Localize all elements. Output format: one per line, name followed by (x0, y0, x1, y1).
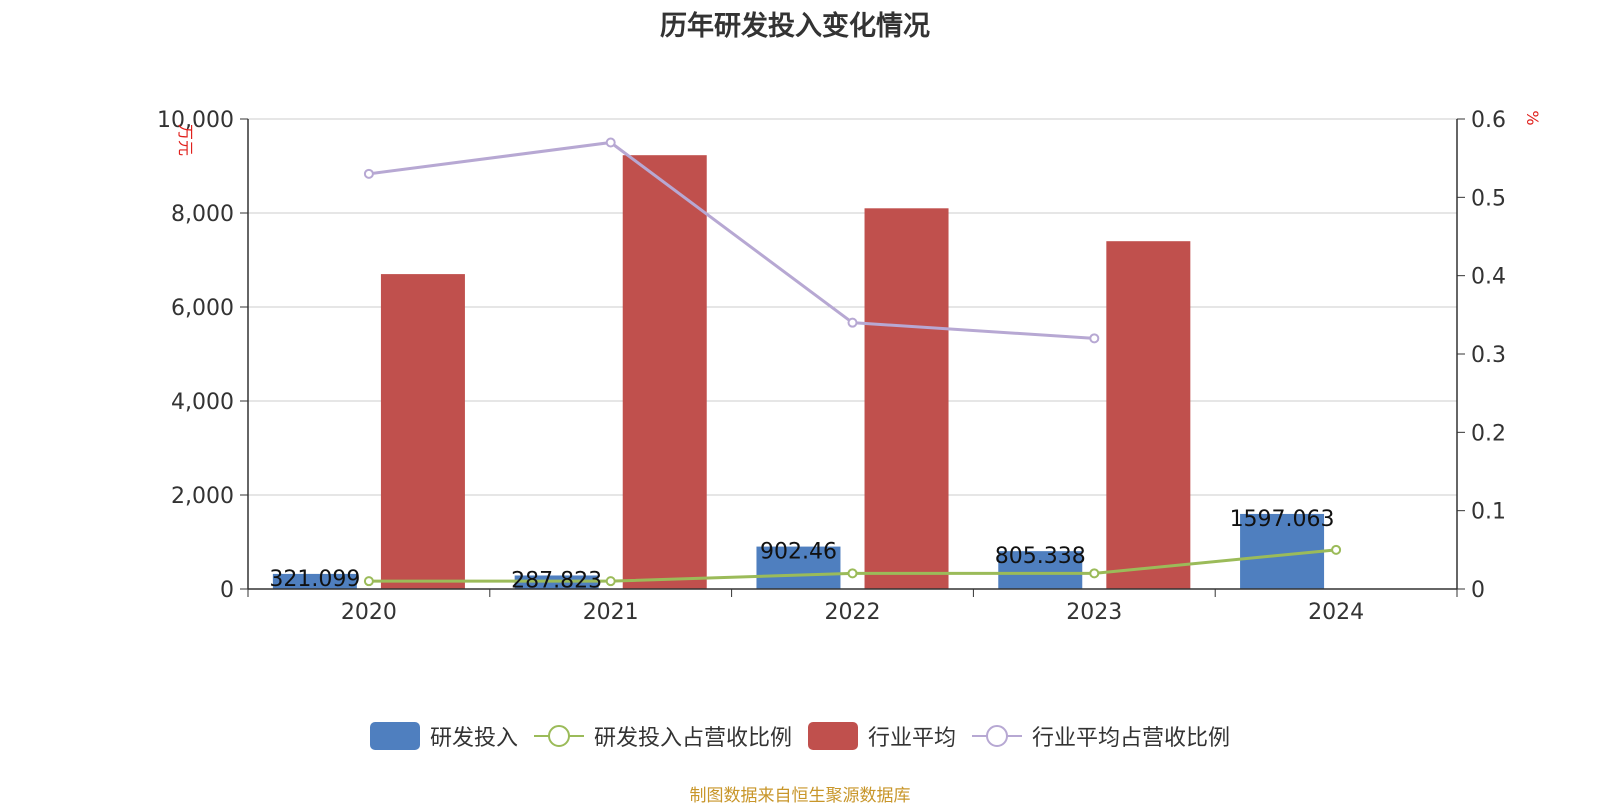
x-tick-label: 2023 (1066, 600, 1122, 625)
legend-label: 行业平均占营收比例 (1032, 726, 1231, 751)
y-right-tick-label: 0.6 (1471, 108, 1506, 133)
bar-data-label: 805.338 (995, 544, 1086, 569)
bar-data-label: 902.46 (760, 540, 837, 565)
legend-item[interactable]: 研发投入占营收比例 (533, 720, 792, 752)
rd-ratio-point (847, 568, 858, 579)
legend-swatch-bar (369, 722, 420, 750)
y-right-unit: % (1523, 110, 1542, 125)
bar-rd-investment (998, 551, 1083, 589)
bar-data-label: 1597.063 (1230, 507, 1335, 532)
y-left-tick-label: 0 (220, 578, 234, 603)
y-right-tick-label: 0.1 (1471, 500, 1506, 525)
rd-ratio-point (605, 576, 616, 587)
y-right-tick-label: 0.4 (1471, 265, 1506, 290)
industry-ratio-point (605, 137, 616, 148)
legend-swatch-marker (986, 725, 1009, 747)
y-right-tick-label: 0.3 (1471, 343, 1506, 368)
y-left-unit: 万元 (176, 124, 195, 156)
bar-rd-investment (272, 573, 357, 589)
rd-ratio-point (363, 576, 374, 587)
legend-label: 研发投入占营收比例 (593, 726, 792, 751)
y-right-tick-label: 0.5 (1471, 186, 1506, 211)
chart-title: 历年研发投入变化情况 (660, 11, 930, 42)
ratio-lines (363, 137, 1342, 587)
rd-ratio-point (1331, 544, 1342, 555)
industry-ratio-line (368, 140, 1095, 340)
industry-ratio-point (363, 168, 374, 179)
y-left-tick-label: 6,000 (171, 296, 234, 321)
industry-ratio-point (847, 317, 858, 328)
bar-data-label: 321.099 (269, 567, 360, 592)
legend-swatch-bar (808, 722, 858, 750)
x-tick-label: 2021 (583, 600, 639, 625)
bar-industry-average (622, 155, 707, 589)
y-left-tick-label: 2,000 (171, 484, 234, 509)
data-labels: 321.099 287.823 902.46 805.338 1597.063 (269, 507, 1334, 594)
legend-item[interactable]: 研发投入 (369, 720, 518, 752)
source-note: 制图数据来自恒生聚源数据库 (689, 786, 911, 806)
bars (272, 155, 1325, 590)
bar-rd-investment (756, 546, 841, 589)
bar-data-label: 287.823 (511, 568, 602, 593)
y-right-tick-label: 0 (1471, 578, 1485, 603)
legend-label: 行业平均 (868, 726, 957, 751)
x-tick-label: 2024 (1308, 600, 1364, 625)
legend-swatch-marker (547, 725, 570, 747)
legend-swatch-line (972, 722, 1023, 750)
industry-ratio-point (1089, 333, 1100, 344)
chart-canvas: 0 2,000 4,000 6,000 8,000 10,000 0 0.1 0.2 0.3 0.4… (157, 108, 1542, 625)
bar-industry-average (1106, 241, 1191, 589)
legend-item[interactable]: 行业平均 (808, 720, 956, 752)
y-left-tick-label: 4,000 (171, 390, 234, 415)
bar-industry-average (864, 208, 949, 590)
x-tick-label: 2022 (825, 600, 881, 625)
rd-ratio-point (1089, 568, 1100, 579)
legend-swatch-line (533, 722, 584, 750)
y-left-tick-label: 8,000 (171, 202, 234, 227)
y-left-tick-label: 10,000 (157, 108, 234, 133)
axes: 0 2,000 4,000 6,000 8,000 10,000 0 0.1 0.2 0.3 0.4… (157, 108, 1542, 625)
legend-item[interactable]: 行业平均占营收比例 (972, 720, 1230, 752)
legend-label: 研发投入 (429, 726, 518, 751)
x-tick-label: 2020 (341, 600, 397, 625)
legend: 研发投入 研发投入占营收比例 行业平均 行业平均占营收比例 (0, 720, 1600, 752)
y-right-tick-label: 0.2 (1471, 421, 1506, 446)
bar-industry-average (380, 274, 465, 589)
